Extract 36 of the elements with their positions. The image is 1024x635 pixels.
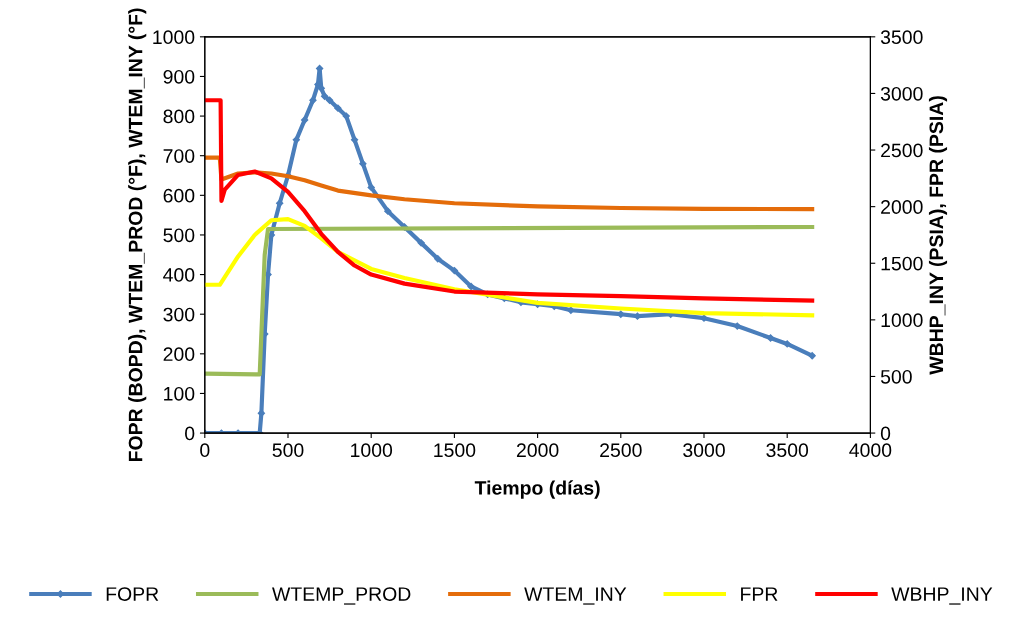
y2-tick-label: 3000 — [880, 86, 923, 101]
legend-label: WBHP_INY — [891, 587, 993, 605]
y-tick-label: 500 — [163, 228, 195, 243]
y-axis-title: FOPR (BOPD), WTEM_PROD (°F), WTEM_INY (°F) — [128, 8, 147, 462]
legend-label: WTEMP_PROD — [272, 587, 411, 605]
y-tick-label: 200 — [163, 347, 195, 362]
legend-label: FPR — [741, 587, 778, 601]
y2-tick-label: 1000 — [881, 313, 923, 328]
x-tick-label: 3000 — [683, 443, 725, 458]
x-tick-label: 3500 — [766, 443, 809, 458]
y2-tick-label: 2500 — [881, 143, 923, 158]
legend-label: FOPR — [106, 587, 159, 601]
y-tick-label: 900 — [163, 69, 195, 84]
y2-tick-label: 2000 — [881, 200, 923, 214]
x-tick-label: 1000 — [351, 443, 393, 458]
y-tick-label: 100 — [164, 386, 195, 401]
x-tick-label: 2500 — [600, 443, 642, 458]
y-tick-label: 1000 — [153, 30, 195, 45]
y-tick-label: 600 — [163, 188, 195, 203]
y2-tick-label: 1500 — [881, 256, 923, 271]
y-tick-label: 700 — [163, 149, 195, 163]
y-tick-label: 0 — [185, 426, 195, 441]
y-tick-label: 400 — [163, 268, 195, 282]
x-tick-label: 1500 — [434, 443, 476, 458]
y2-tick-label: 500 — [880, 369, 912, 384]
x-tick-label: 500 — [272, 443, 304, 458]
legend-label: WTEM_INY — [524, 587, 627, 605]
y2-tick-label: 0 — [880, 426, 891, 441]
x-axis-title: Tiempo (días) — [474, 480, 600, 499]
x-tick-label: 0 — [200, 443, 210, 458]
x-tick-label: 4000 — [849, 443, 892, 458]
y-tick-label: 300 — [163, 307, 195, 322]
y2-axis-title: WBHP_INY (PSIA), FPR (PSIA) — [928, 96, 948, 375]
x-tick-label: 2000 — [516, 443, 559, 458]
y-tick-label: 800 — [163, 109, 195, 124]
y2-tick-label: 3500 — [880, 30, 923, 45]
